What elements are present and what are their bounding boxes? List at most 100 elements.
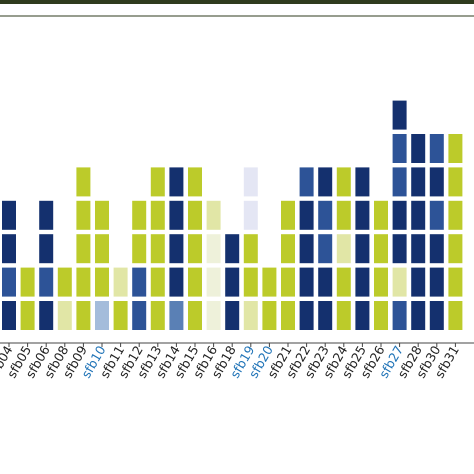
bar-cell-sfb20-2 (262, 267, 277, 297)
bar-cell-sfb26-4 (374, 200, 388, 230)
bar-sfb15 (188, 167, 202, 330)
bar-sfb13 (150, 167, 165, 330)
bar-cell-sfb27-5 (392, 167, 407, 197)
bar-cell-sfb23-3 (318, 234, 333, 264)
bar-sfb25 (355, 167, 370, 330)
bar-sfb26 (374, 200, 388, 330)
bar-sfb09 (76, 167, 91, 330)
bar-cell-sfb09-5 (76, 167, 91, 197)
bar-cell-sfb27-6 (392, 134, 407, 163)
bar-sfb12 (132, 200, 147, 330)
bar-cell-sfb31-3 (448, 234, 463, 264)
bar-cell-sfb19-1 (243, 301, 258, 330)
bar-cell-sfb22-1 (299, 301, 314, 330)
bar-cell-sfb27-7 (392, 100, 407, 130)
bar-cell-sfb15-1 (188, 301, 202, 330)
bar-cell-sfb05-1 (20, 301, 35, 330)
bar-cell-sfb30-3 (429, 234, 444, 264)
bar-cell-sfb04-1 (2, 301, 16, 330)
bar-cell-sfb14-4 (169, 200, 184, 230)
bar-cell-sfb13-4 (150, 200, 165, 230)
bar-cell-sfb15-2 (188, 267, 202, 297)
bar-cell-sfb31-5 (448, 167, 463, 197)
bar-cell-sfb20-1 (262, 301, 277, 330)
bar-cell-sfb15-3 (188, 234, 202, 264)
bar-cell-sfb12-3 (132, 234, 147, 264)
bar-cell-sfb21-2 (281, 267, 295, 297)
bar-cell-sfb31-4 (448, 200, 463, 230)
bar-cell-sfb27-1 (392, 301, 407, 330)
bar-sfb20 (262, 267, 277, 330)
bar-cell-sfb06-2 (39, 267, 54, 297)
bar-cell-sfb25-1 (355, 301, 370, 330)
bar-cell-sfb19-5 (243, 167, 258, 197)
bar-cell-sfb22-5 (299, 167, 314, 197)
bar-sfb28 (411, 134, 426, 330)
bar-sfb24 (336, 167, 351, 330)
bar-cell-sfb04-3 (2, 234, 16, 264)
bar-cell-sfb12-4 (132, 200, 147, 230)
bar-sfb16 (206, 200, 221, 330)
bar-sfb23 (318, 167, 333, 330)
bar-cell-sfb30-2 (429, 267, 444, 297)
bar-cell-sfb27-3 (392, 234, 407, 264)
bar-cell-sfb10-4 (95, 200, 109, 230)
bar-cell-sfb21-1 (281, 301, 295, 330)
bar-cell-sfb09-1 (76, 301, 91, 330)
bar-cell-sfb24-3 (336, 234, 351, 264)
bar-cell-sfb14-2 (169, 267, 184, 297)
bar-cell-sfb30-6 (429, 134, 444, 163)
bar-cell-sfb19-4 (243, 200, 258, 230)
bar-cell-sfb11-1 (113, 301, 128, 330)
bar-cell-sfb12-1 (132, 301, 147, 330)
bar-cell-sfb19-2 (243, 267, 258, 297)
bar-cell-sfb05-2 (20, 267, 35, 297)
bar-cell-sfb16-2 (206, 267, 221, 297)
bar-cell-sfb09-4 (76, 200, 91, 230)
bar-cell-sfb25-3 (355, 234, 370, 264)
bar-cell-sfb28-2 (411, 267, 426, 297)
bar-cell-sfb23-1 (318, 301, 333, 330)
bar-cell-sfb27-4 (392, 200, 407, 230)
bar-sfb04 (2, 200, 16, 330)
bar-cell-sfb30-5 (429, 167, 444, 197)
bar-cell-sfb14-5 (169, 167, 184, 197)
bar-cell-sfb13-5 (150, 167, 165, 197)
bar-cell-sfb12-2 (132, 267, 147, 297)
bar-cell-sfb28-5 (411, 167, 426, 197)
bar-cell-sfb27-2 (392, 267, 407, 297)
bar-cell-sfb09-3 (76, 234, 91, 264)
bar-cell-sfb28-4 (411, 200, 426, 230)
bar-cell-sfb14-3 (169, 234, 184, 264)
bar-cell-sfb21-4 (281, 200, 295, 230)
bar-cell-sfb15-5 (188, 167, 202, 197)
bar-cell-sfb23-5 (318, 167, 333, 197)
bar-cell-sfb25-4 (355, 200, 370, 230)
bar-cell-sfb18-3 (225, 234, 240, 264)
bar-sfb11 (113, 267, 128, 330)
bar-cell-sfb25-2 (355, 267, 370, 297)
bar-sfb18 (225, 234, 240, 330)
bar-cell-sfb13-2 (150, 267, 165, 297)
bar-cell-sfb06-3 (39, 234, 54, 264)
bar-sfb10 (95, 200, 109, 330)
bar-cell-sfb16-4 (206, 200, 221, 230)
bar-cell-sfb24-2 (336, 267, 351, 297)
bar-cell-sfb19-3 (243, 234, 258, 264)
bar-cell-sfb28-6 (411, 134, 426, 163)
bar-sfb19 (243, 167, 258, 330)
bar-cell-sfb25-5 (355, 167, 370, 197)
bar-cell-sfb09-2 (76, 267, 91, 297)
bar-sfb21 (281, 200, 295, 330)
bar-cell-sfb14-1 (169, 301, 184, 330)
bar-cell-sfb18-2 (225, 267, 240, 297)
bar-cell-sfb18-1 (225, 301, 240, 330)
bar-cell-sfb10-3 (95, 234, 109, 264)
bar-cell-sfb30-4 (429, 200, 444, 230)
bar-cell-sfb22-2 (299, 267, 314, 297)
bar-cell-sfb16-3 (206, 234, 221, 264)
bar-cell-sfb04-4 (2, 200, 16, 230)
bar-cell-sfb22-3 (299, 234, 314, 264)
bar-cell-sfb28-3 (411, 234, 426, 264)
bar-cell-sfb10-1 (95, 301, 109, 330)
